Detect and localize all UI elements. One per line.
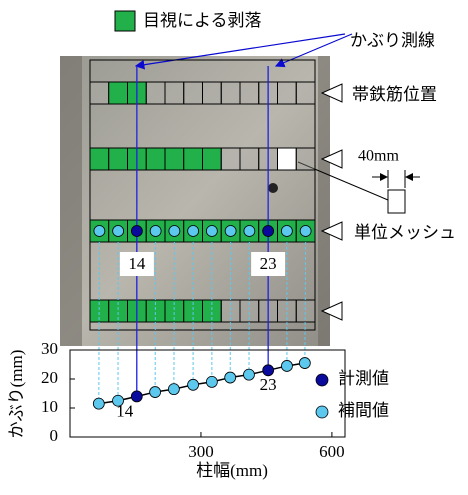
point — [168, 384, 179, 395]
mesh-cell — [203, 82, 222, 104]
mesh-label: 単位メッシュ — [354, 223, 456, 242]
mesh-point — [281, 226, 292, 237]
figure: 目視による剥落 かぶり測線 帯鉄筋位置 単位メッシュ 40mm 14 23 0 10 2… — [0, 0, 468, 490]
mesh-cell — [278, 82, 297, 104]
mesh-point — [300, 226, 311, 237]
x-tick-label: 300 — [188, 442, 214, 461]
photo-edge — [318, 56, 330, 346]
x-tick-label: 600 — [319, 442, 345, 461]
point — [93, 398, 104, 409]
legend-marker — [316, 406, 328, 418]
photo-edge — [60, 56, 82, 346]
mesh-example — [388, 190, 405, 213]
mesh-cell — [90, 82, 109, 104]
y-tick-label: 0 — [50, 426, 59, 445]
mesh-cell — [296, 82, 315, 104]
mesh-cell — [296, 148, 315, 170]
point — [150, 387, 161, 398]
y-tick-label: 20 — [41, 368, 58, 387]
mesh-cell — [109, 148, 128, 170]
mesh-cell — [203, 148, 222, 170]
point — [188, 379, 199, 390]
mesh-cell — [221, 148, 240, 170]
mesh-point — [225, 226, 236, 237]
legend-label: 補間値 — [338, 401, 389, 420]
data-label: 23 — [260, 375, 277, 394]
mesh-point — [169, 226, 180, 237]
cover-line-label: かぶり測線 — [350, 31, 435, 50]
legend-label: 計測値 — [338, 369, 389, 388]
mesh-point — [188, 226, 199, 237]
y-axis-label: かぶり(mm) — [7, 350, 26, 439]
y-tick-label: 30 — [41, 339, 58, 358]
photo-value-label: 23 — [260, 254, 277, 273]
mesh-cell — [240, 148, 259, 170]
mesh-cell — [184, 148, 203, 170]
mesh-cell — [184, 82, 203, 104]
x-axis-label: 柱幅(mm) — [196, 461, 268, 480]
mesh-cell — [165, 82, 184, 104]
mesh-point — [206, 226, 217, 237]
mesh-point — [150, 226, 161, 237]
mesh-point — [263, 226, 274, 237]
mesh-point — [94, 226, 105, 237]
mesh-cell — [90, 148, 109, 170]
point — [225, 372, 236, 383]
rebar-label: 帯鉄筋位置 — [352, 85, 437, 104]
mesh-point — [244, 226, 255, 237]
photo-value-label: 14 — [128, 254, 146, 273]
mesh-cell — [109, 82, 128, 104]
point — [206, 376, 217, 387]
point — [243, 369, 254, 380]
point — [281, 360, 292, 371]
mesh-cell — [146, 148, 165, 170]
data-label: 14 — [116, 401, 134, 420]
spalling-swatch — [115, 11, 135, 31]
mesh-cell — [165, 148, 184, 170]
point — [299, 358, 310, 369]
mesh-point — [113, 226, 124, 237]
mesh-point — [131, 226, 142, 237]
legend-marker — [316, 374, 328, 386]
hole — [268, 183, 278, 193]
mesh-cell — [278, 148, 297, 170]
point — [131, 391, 142, 402]
mesh-cell — [240, 82, 259, 104]
page: 目視による剥落 かぶり測線 帯鉄筋位置 単位メッシュ 40mm 14 23 0 10 2… — [0, 0, 468, 490]
point — [263, 365, 274, 376]
legend-spalling: 目視による剥落 — [143, 11, 262, 30]
y-tick-label: 10 — [41, 397, 58, 416]
mesh-size-label: 40mm — [358, 148, 399, 165]
mesh-cell — [221, 82, 240, 104]
mesh-cell — [146, 82, 165, 104]
